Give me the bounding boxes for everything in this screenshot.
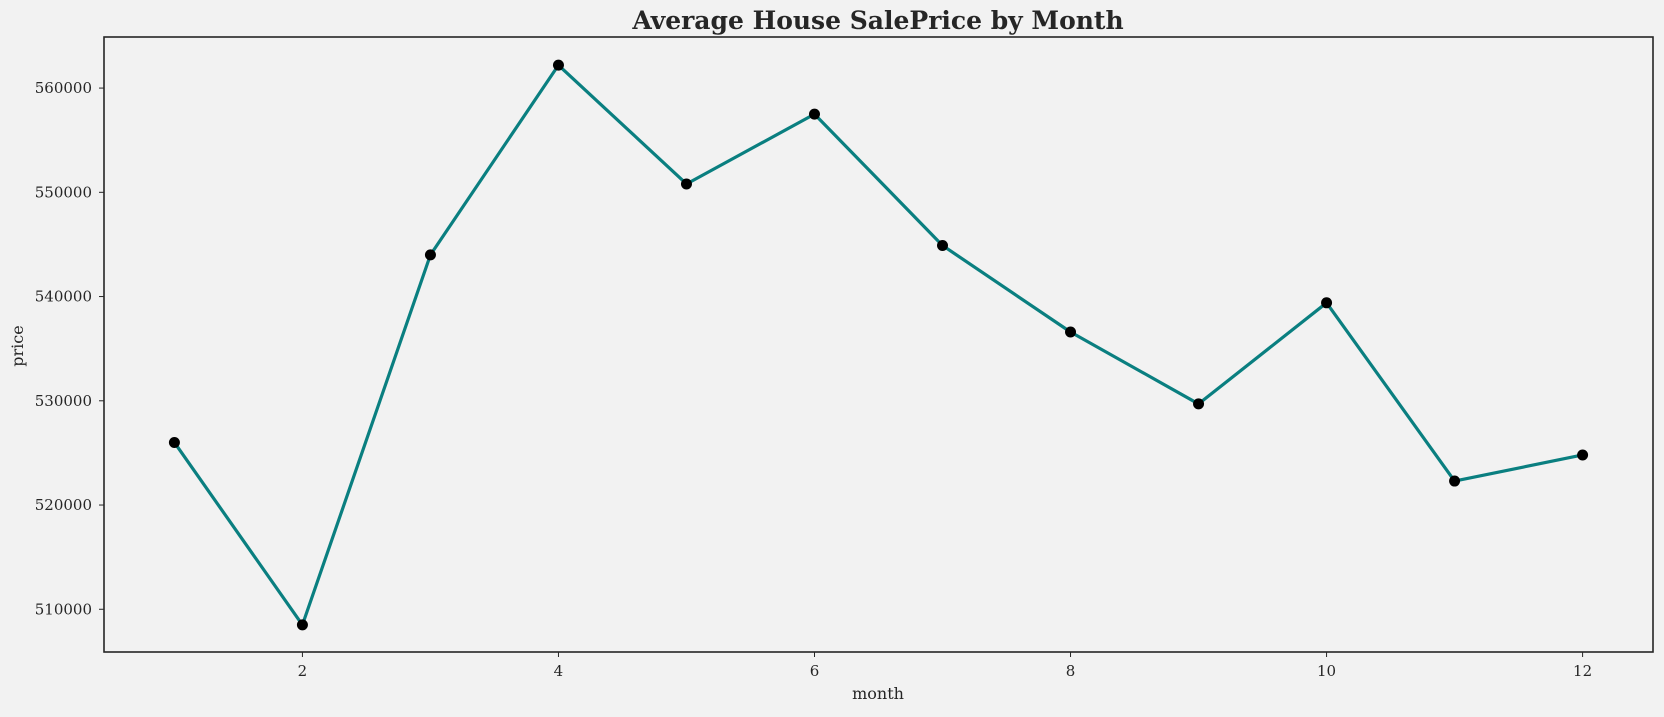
- x-axis-label: month: [852, 684, 904, 703]
- y-axis-ticks: 510000 520000 530000 540000 550000 560000: [35, 79, 104, 618]
- data-point: [1065, 326, 1077, 338]
- data-point: [808, 108, 820, 120]
- x-tick-label: 12: [1573, 662, 1592, 680]
- x-tick-label: 6: [810, 662, 820, 680]
- data-point: [424, 249, 436, 261]
- data-point: [1449, 475, 1461, 487]
- y-tick-label: 550000: [35, 183, 92, 201]
- x-tick-label: 10: [1317, 662, 1336, 680]
- chart-title: Average House SalePrice by Month: [631, 6, 1123, 35]
- data-point: [680, 178, 692, 190]
- series-layer: [168, 59, 1589, 631]
- data-point: [1577, 449, 1589, 461]
- data-point: [168, 436, 180, 448]
- y-tick-label: 560000: [35, 79, 92, 97]
- y-tick-label: 510000: [35, 600, 92, 618]
- plot-frame: [103, 36, 1654, 653]
- y-tick-label: 520000: [35, 496, 92, 514]
- y-tick-label: 530000: [35, 392, 92, 410]
- data-point: [296, 619, 308, 631]
- data-point: [937, 239, 949, 251]
- y-axis-label: price: [8, 325, 27, 366]
- data-point: [1321, 297, 1333, 309]
- x-tick-label: 2: [298, 662, 308, 680]
- data-point: [552, 59, 564, 71]
- series-line: [172, 63, 1585, 627]
- data-point: [1193, 398, 1205, 410]
- x-tick-label: 4: [554, 662, 564, 680]
- x-tick-label: 8: [1066, 662, 1076, 680]
- y-tick-label: 540000: [35, 288, 92, 306]
- x-axis-ticks: 2 4 6 8 10 12: [298, 652, 1592, 680]
